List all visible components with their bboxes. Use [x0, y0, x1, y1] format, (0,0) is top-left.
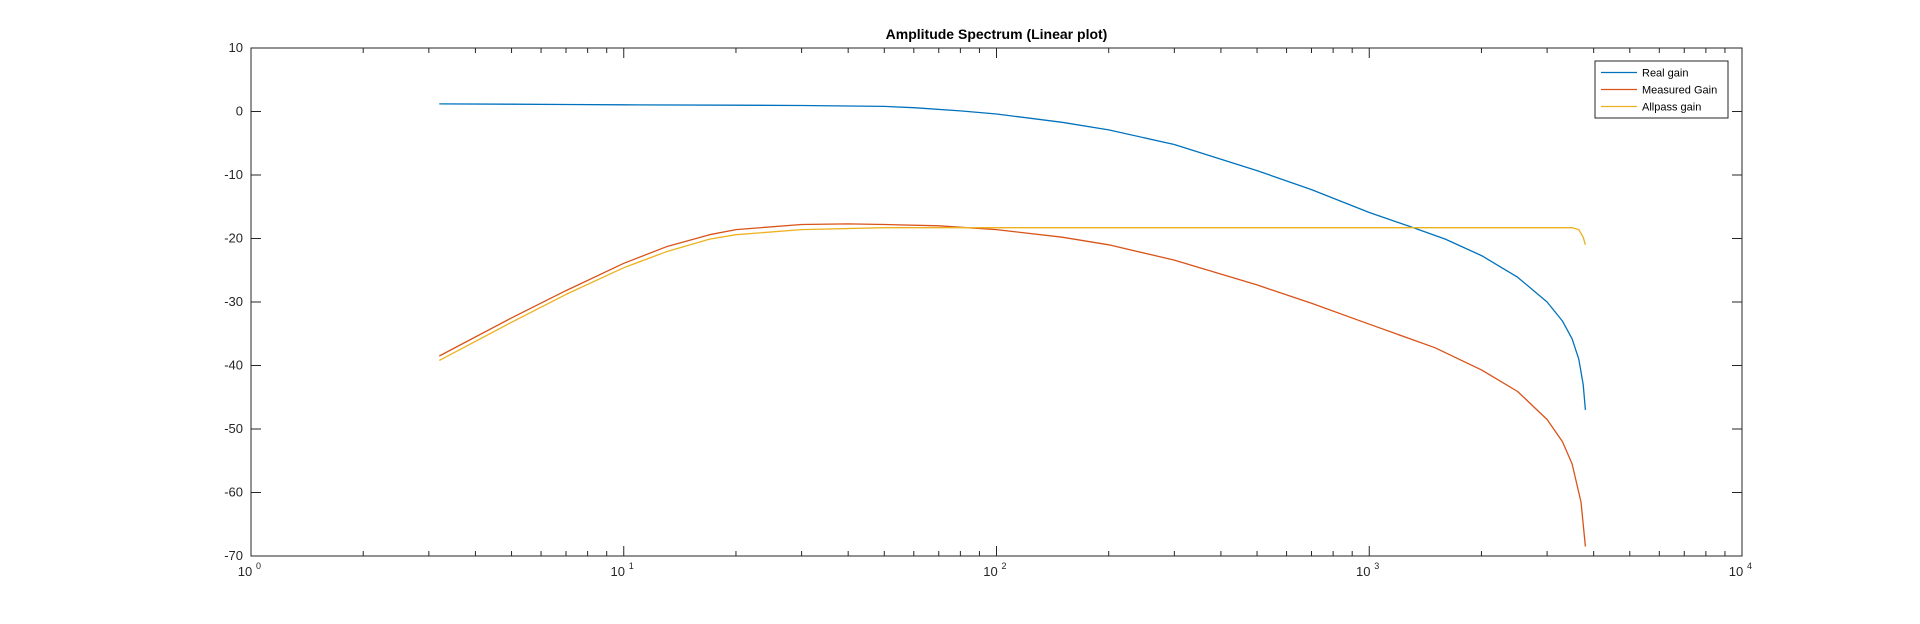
y-tick-label: -40	[224, 358, 243, 373]
legend-label: Measured Gain	[1642, 85, 1717, 97]
y-tick-label: -30	[224, 294, 243, 309]
y-tick-label: -70	[224, 548, 243, 563]
x-tick-label: 10	[238, 564, 252, 579]
x-tick-exponent: 4	[1747, 561, 1752, 571]
series-line-measured-gain	[438, 223, 1587, 547]
x-tick-label: 10	[611, 564, 625, 579]
x-tick-exponent: 1	[629, 561, 634, 571]
y-tick-label: -10	[224, 167, 243, 182]
x-tick-exponent: 0	[256, 561, 261, 571]
series-layer	[438, 103, 1587, 547]
x-tick-label: 10	[983, 564, 997, 579]
x-tick-exponent: 2	[1002, 561, 1007, 571]
chart-title: Amplitude Spectrum (Linear plot)	[886, 26, 1108, 42]
legend-label: Real gain	[1642, 68, 1688, 80]
legend-label: Allpass gain	[1642, 102, 1701, 114]
legend: Real gain Measured Gain Allpass gain	[1594, 60, 1729, 119]
series-line-real-gain	[439, 103, 1587, 410]
x-tick-exponent: 3	[1374, 561, 1379, 571]
y-tick-label: -60	[224, 485, 243, 500]
y-tick-label: -50	[224, 421, 243, 436]
x-tick-label: 10	[1356, 564, 1370, 579]
plot-frame	[250, 47, 1743, 557]
y-tick-label: 10	[229, 40, 243, 55]
y-tick-label: 0	[236, 104, 243, 119]
plot-area	[251, 48, 1742, 556]
y-tick-label: -20	[224, 231, 243, 246]
series-line-allpass-gain	[438, 227, 1587, 361]
x-tick-label: 10	[1729, 564, 1743, 579]
